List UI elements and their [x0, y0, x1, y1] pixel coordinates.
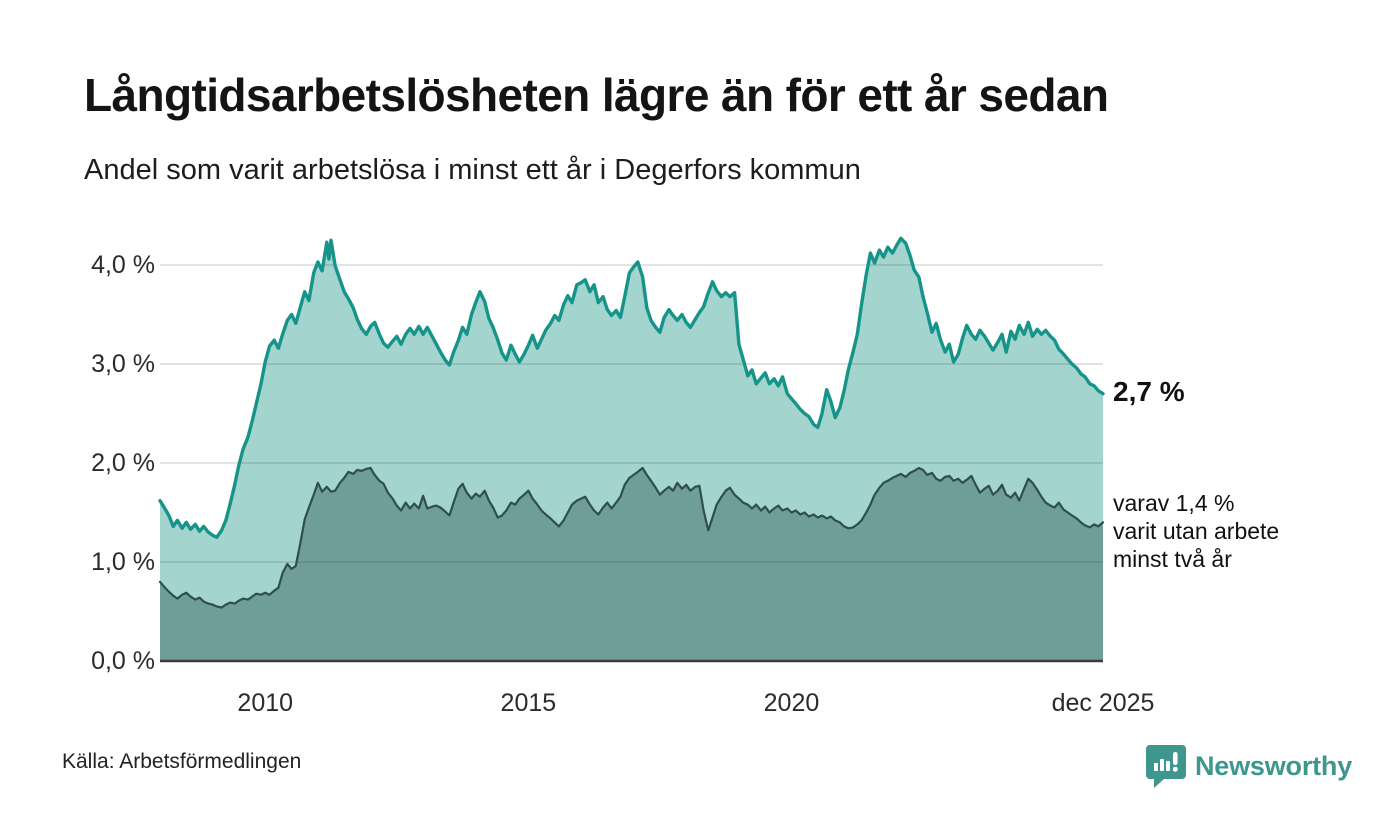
x-tick-label: 2015	[500, 689, 557, 717]
newsworthy-logo: Newsworthy	[1146, 743, 1352, 789]
page-subtitle: Andel som varit arbetslösa i minst ett å…	[84, 154, 861, 186]
brand-name: Newsworthy	[1195, 750, 1353, 781]
y-tick-label: 2,0 %	[91, 449, 155, 477]
area-unemployed-2yr	[160, 468, 1103, 661]
y-tick-label: 1,0 %	[91, 548, 155, 576]
y-tick-label: 0,0 %	[91, 647, 155, 675]
x-tick-label: 2010	[237, 689, 294, 717]
secondary-series-note: varav 1,4 % varit utan arbete minst två …	[1113, 490, 1280, 572]
newsworthy-chart-bubble-icon	[1146, 745, 1186, 788]
source-text: Källa: Arbetsförmedlingen	[62, 750, 302, 773]
line-unemployed-1yr	[158, 236, 1105, 539]
x-tick-label: 2020	[763, 689, 820, 717]
latest-value-label: 2,7 %	[1113, 376, 1185, 407]
y-tick-label: 3,0 %	[91, 350, 155, 378]
page-title: Långtidsarbetslösheten lägre än för ett …	[84, 69, 1109, 121]
line-unemployed-2yr	[158, 466, 1105, 609]
y-tick-label: 4,0 %	[91, 251, 155, 279]
x-tick-label: dec 2025	[1051, 689, 1155, 717]
